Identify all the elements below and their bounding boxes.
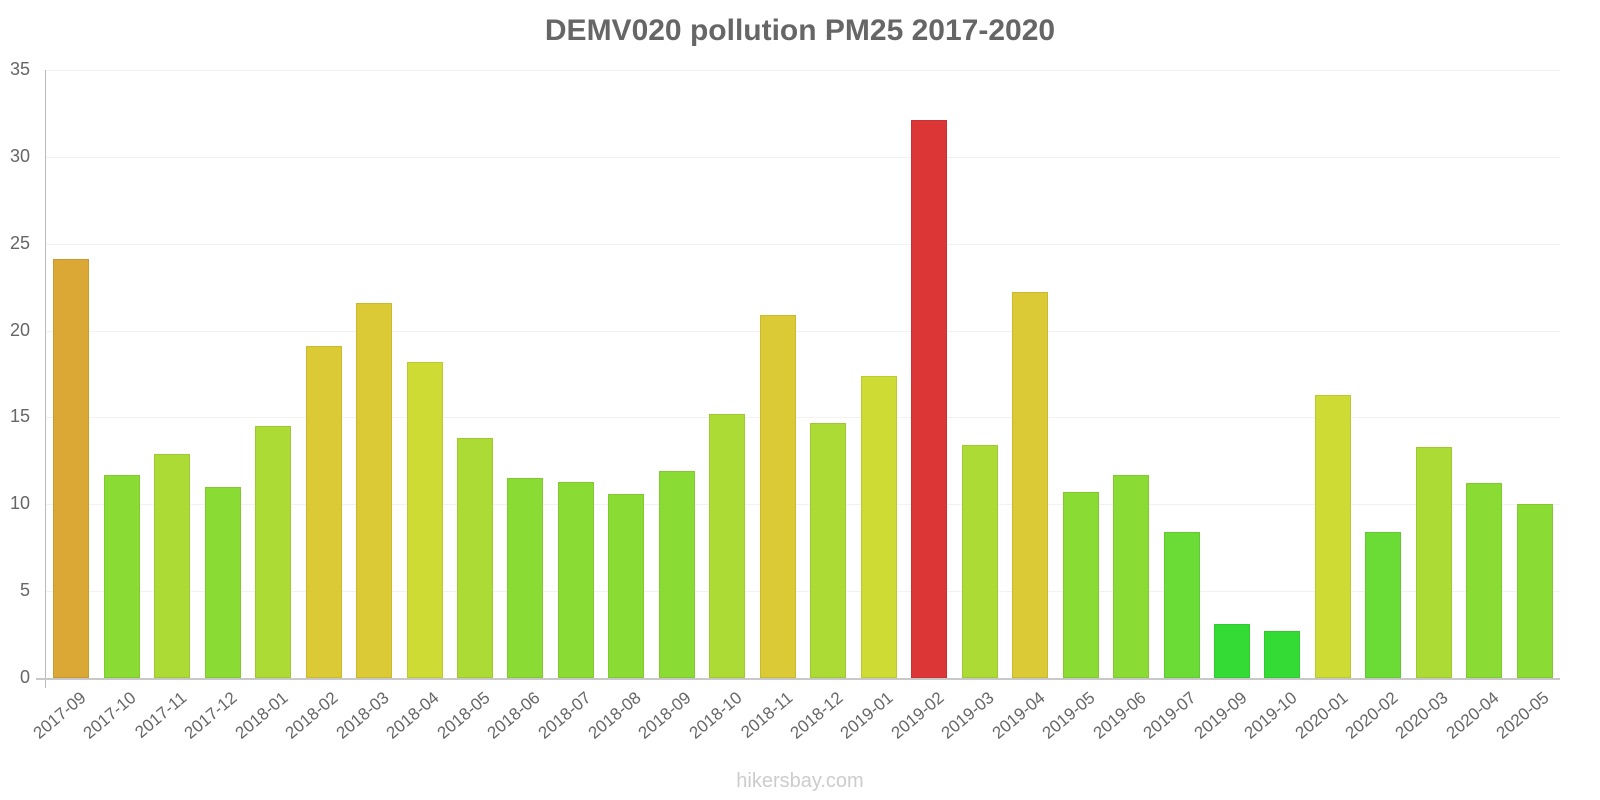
bar-2020-01[interactable] <box>1315 395 1351 678</box>
bar-2019-04[interactable] <box>1012 292 1048 678</box>
x-tick-label: 2018-04 <box>382 688 443 743</box>
y-tick-label: 10 <box>9 493 30 513</box>
x-tick-label: 2018-01 <box>231 688 292 743</box>
gridline <box>46 244 1560 245</box>
x-tick-label: 2018-03 <box>332 688 393 743</box>
x-tick-label: 2019-01 <box>836 688 897 743</box>
bar-2018-12[interactable] <box>810 423 846 678</box>
bar-2018-11[interactable] <box>760 315 796 678</box>
x-tick-label: 2018-08 <box>584 688 645 743</box>
bar-2018-10[interactable] <box>709 414 745 678</box>
x-tick-label: 2019-05 <box>1038 688 1099 743</box>
y-tick-label: 25 <box>9 233 30 253</box>
x-tick-label: 2019-02 <box>887 688 948 743</box>
y-tick-label: 15 <box>9 406 30 426</box>
y-axis-line <box>45 70 46 688</box>
x-tick-label: 2018-06 <box>483 688 544 743</box>
bar-2020-05[interactable] <box>1517 504 1553 678</box>
gridline <box>46 417 1560 418</box>
x-tick-label: 2020-05 <box>1492 688 1553 743</box>
bar-2020-03[interactable] <box>1416 447 1452 678</box>
x-axis-line <box>36 678 1560 680</box>
x-tick-label: 2018-09 <box>635 688 696 743</box>
watermark: hikersbay.com <box>736 770 864 792</box>
x-tick-label: 2018-12 <box>786 688 847 743</box>
gridline <box>46 157 1560 158</box>
x-tick-label: 2017-12 <box>180 688 241 743</box>
y-tick-label: 30 <box>9 146 30 166</box>
y-tick-label: 35 <box>9 59 30 79</box>
bar-2018-06[interactable] <box>507 478 543 678</box>
x-tick-label: 2020-01 <box>1291 688 1352 743</box>
gridline <box>46 504 1560 505</box>
bar-2018-07[interactable] <box>558 482 594 678</box>
bar-2017-12[interactable] <box>205 487 241 678</box>
bar-2018-03[interactable] <box>356 303 392 678</box>
bar-2018-05[interactable] <box>457 438 493 678</box>
bar-2018-09[interactable] <box>659 471 695 678</box>
x-tick-label: 2020-02 <box>1341 688 1402 743</box>
x-tick-label: 2020-03 <box>1392 688 1453 743</box>
x-tick-label: 2019-06 <box>1089 688 1150 743</box>
bar-2018-04[interactable] <box>407 362 443 678</box>
bar-2019-02[interactable] <box>911 120 947 678</box>
bar-2019-10[interactable] <box>1264 631 1300 678</box>
x-tick-label: 2017-09 <box>29 688 90 743</box>
x-tick-label: 2019-04 <box>988 688 1049 743</box>
x-tick-label: 2019-03 <box>937 688 998 743</box>
y-tick-label: 5 <box>19 580 30 600</box>
bar-2019-01[interactable] <box>861 376 897 678</box>
bar-2019-06[interactable] <box>1113 475 1149 678</box>
x-tick-label: 2017-10 <box>79 688 140 743</box>
bar-2019-05[interactable] <box>1063 492 1099 678</box>
bar-2019-09[interactable] <box>1214 624 1250 678</box>
bar-2020-04[interactable] <box>1466 483 1502 678</box>
x-tick-label: 2017-11 <box>131 688 191 742</box>
bar-2017-11[interactable] <box>154 454 190 678</box>
y-tick-label: 20 <box>9 320 30 340</box>
x-tick-label: 2019-10 <box>1240 688 1301 743</box>
bar-2018-02[interactable] <box>306 346 342 678</box>
bar-2018-01[interactable] <box>255 426 291 678</box>
x-tick-label: 2018-07 <box>534 688 595 743</box>
bar-2019-03[interactable] <box>962 445 998 678</box>
x-tick-label: 2019-07 <box>1139 688 1200 743</box>
bar-2018-08[interactable] <box>608 494 644 678</box>
x-tick-label: 2020-04 <box>1442 688 1503 743</box>
gridline <box>46 591 1560 592</box>
bar-2019-07[interactable] <box>1164 532 1200 678</box>
x-tick-label: 2018-05 <box>433 688 494 743</box>
x-tick-label: 2018-02 <box>281 688 342 743</box>
y-tick-label: 0 <box>19 667 30 687</box>
x-tick-label: 2018-10 <box>685 688 746 743</box>
chart-title: DEMV020 pollution PM25 2017-2020 <box>544 14 1056 47</box>
bar-2017-09[interactable] <box>53 259 89 678</box>
bar-2017-10[interactable] <box>104 475 140 678</box>
x-tick-label: 2019-09 <box>1190 688 1251 743</box>
bar-2020-02[interactable] <box>1365 532 1401 678</box>
gridline <box>46 331 1560 332</box>
gridline <box>46 70 1560 71</box>
x-tick-label: 2018-11 <box>736 688 796 742</box>
